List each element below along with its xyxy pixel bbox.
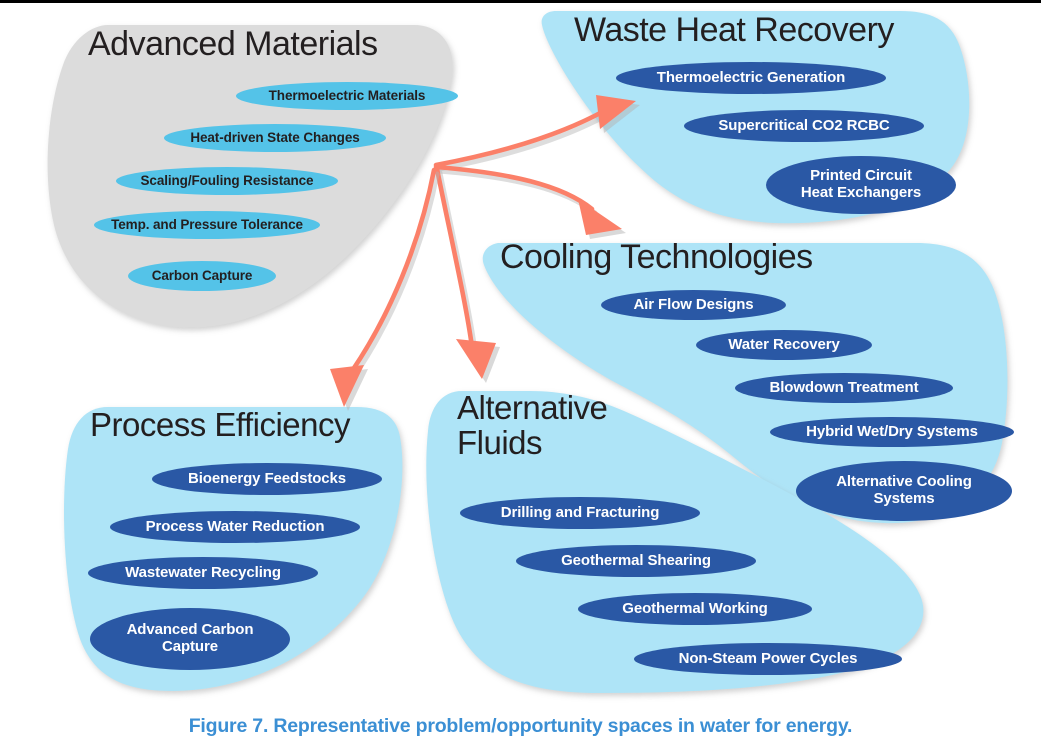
- pill-wastewater-recycling[interactable]: Wastewater Recycling: [88, 557, 318, 589]
- pill-label: Process Water Reduction: [145, 517, 325, 535]
- pill-label: Drilling and Fracturing: [500, 503, 660, 521]
- pill-heat-driven-state-changes[interactable]: Heat-driven State Changes: [164, 124, 386, 152]
- pill-carbon-capture[interactable]: Carbon Capture: [128, 261, 276, 291]
- pill-supercritical-co2-rcbc[interactable]: Supercritical CO2 RCBC: [684, 110, 924, 142]
- pill-non-steam-power-cycles[interactable]: Non-Steam Power Cycles: [634, 643, 902, 675]
- pill-label: Wastewater Recycling: [125, 563, 281, 581]
- pill-label: Water Recovery: [728, 335, 840, 353]
- pill-label: Scaling/Fouling Resistance: [140, 173, 314, 189]
- pill-water-recovery[interactable]: Water Recovery: [696, 330, 872, 360]
- pill-geothermal-working[interactable]: Geothermal Working: [578, 593, 812, 625]
- pill-bioenergy-feedstocks[interactable]: Bioenergy Feedstocks: [152, 463, 382, 495]
- pill-label: Non-Steam Power Cycles: [678, 649, 858, 667]
- pill-label: Temp. and Pressure Tolerance: [111, 217, 303, 233]
- pill-label: Air Flow Designs: [633, 295, 754, 313]
- pill-label: Heat-driven State Changes: [190, 130, 360, 146]
- arrow-to-alt-fluids: [434, 166, 500, 383]
- arrow-to-process-eff: [330, 167, 440, 411]
- pill-label: Printed Circuit Heat Exchangers: [800, 167, 922, 201]
- pill-blowdown-treatment[interactable]: Blowdown Treatment: [735, 373, 953, 403]
- pill-advanced-carbon-capture[interactable]: Advanced Carbon Capture: [90, 608, 290, 670]
- arrow-to-cooling: [433, 164, 626, 239]
- pill-temp-and-pressure-tolerance[interactable]: Temp. and Pressure Tolerance: [94, 211, 320, 239]
- pill-label: Geothermal Working: [622, 599, 768, 617]
- pill-label: Thermoelectric Materials: [268, 88, 426, 104]
- pill-thermoelectric-generation[interactable]: Thermoelectric Generation: [616, 62, 886, 94]
- pill-hybrid-wet-dry-systems[interactable]: Hybrid Wet/Dry Systems: [770, 417, 1014, 447]
- pill-label: Alternative Cooling Systems: [836, 473, 972, 507]
- pill-label: Supercritical CO2 RCBC: [718, 116, 890, 134]
- pill-thermoelectric-materials[interactable]: Thermoelectric Materials: [236, 82, 458, 110]
- pill-scaling-fouling-resistance[interactable]: Scaling/Fouling Resistance: [116, 167, 338, 195]
- pill-label: Advanced Carbon Capture: [126, 621, 254, 655]
- pill-label: Hybrid Wet/Dry Systems: [806, 422, 978, 440]
- pill-process-water-reduction[interactable]: Process Water Reduction: [110, 511, 360, 543]
- figure-caption: Figure 7. Representative problem/opportu…: [188, 715, 853, 737]
- pill-label: Blowdown Treatment: [769, 378, 919, 396]
- pill-drilling-and-fracturing[interactable]: Drilling and Fracturing: [460, 497, 700, 529]
- connector-arrows: [330, 95, 640, 411]
- pill-label: Bioenergy Feedstocks: [187, 469, 347, 487]
- blob-alternative-fluids: [426, 391, 924, 693]
- arrow-to-waste-heat: [433, 95, 640, 172]
- pill-label: Thermoelectric Generation: [656, 68, 846, 86]
- pill-label: Carbon Capture: [151, 268, 253, 284]
- pill-geothermal-shearing[interactable]: Geothermal Shearing: [516, 545, 756, 577]
- pill-label: Geothermal Shearing: [561, 551, 711, 569]
- pill-air-flow-designs[interactable]: Air Flow Designs: [601, 290, 786, 320]
- pill-alternative-cooling-systems[interactable]: Alternative Cooling Systems: [796, 461, 1012, 521]
- pill-printed-circuit-heat-exchangers[interactable]: Printed Circuit Heat Exchangers: [766, 156, 956, 214]
